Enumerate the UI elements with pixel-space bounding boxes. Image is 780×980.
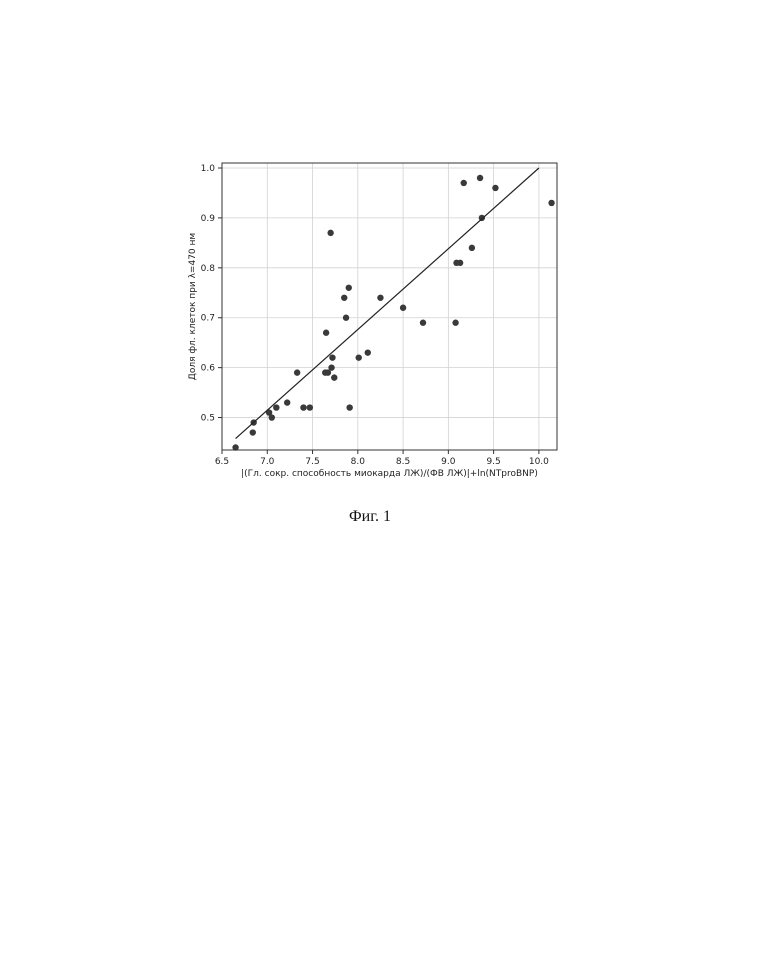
scatter-point (331, 374, 337, 380)
scatter-point (365, 349, 371, 355)
x-tick-label: 7.5 (305, 457, 319, 467)
scatter-point (327, 230, 333, 236)
scatter-point (343, 315, 349, 321)
scatter-point (328, 364, 334, 370)
scatter-point (269, 414, 275, 420)
x-tick-label: 10.0 (529, 457, 549, 467)
x-tick-label: 9.0 (441, 457, 456, 467)
scatter-point (273, 404, 279, 410)
y-tick-label: 0.9 (201, 214, 216, 224)
scatter-point (346, 285, 352, 291)
x-tick-label: 8.5 (396, 457, 410, 467)
scatter-point (294, 369, 300, 375)
scatter-point (250, 429, 256, 435)
scatter-point (329, 354, 335, 360)
y-tick-label: 0.8 (201, 264, 216, 274)
figure-caption: Фиг. 1 (349, 508, 391, 525)
scatter-point (548, 200, 554, 206)
scatter-point (477, 175, 483, 181)
scatter-point (346, 404, 352, 410)
y-tick-label: 0.6 (201, 364, 216, 374)
scatter-point (461, 180, 467, 186)
grid (222, 163, 557, 450)
y-tick-label: 0.7 (201, 314, 215, 324)
scatter-points (232, 175, 554, 451)
x-axis-label: |(Гл. сокр. способность миокарда ЛЖ)/(ФВ… (241, 469, 538, 479)
scatter-point (400, 305, 406, 311)
scatter-point (377, 295, 383, 301)
y-axis-label: Доля фл. клеток при λ=470 нм (188, 233, 198, 380)
x-tick-label: 7.0 (260, 457, 275, 467)
scatter-point (323, 330, 329, 336)
y-tick-label: 0.5 (201, 414, 215, 424)
scatter-point (452, 320, 458, 326)
x-tick-label: 9.5 (486, 457, 500, 467)
scatter-point (307, 404, 313, 410)
scatter-point (356, 354, 362, 360)
plot-frame (222, 163, 557, 450)
scatter-point (284, 399, 290, 405)
scatter-point (469, 245, 475, 251)
x-tick-label: 8.0 (351, 457, 366, 467)
scatter-point (492, 185, 498, 191)
scatter-point (420, 320, 426, 326)
x-tick-label: 6.5 (215, 457, 229, 467)
scatter-point (300, 404, 306, 410)
scatter-point (457, 260, 463, 266)
y-tick-label: 1.0 (201, 164, 216, 174)
scatter-point (341, 295, 347, 301)
